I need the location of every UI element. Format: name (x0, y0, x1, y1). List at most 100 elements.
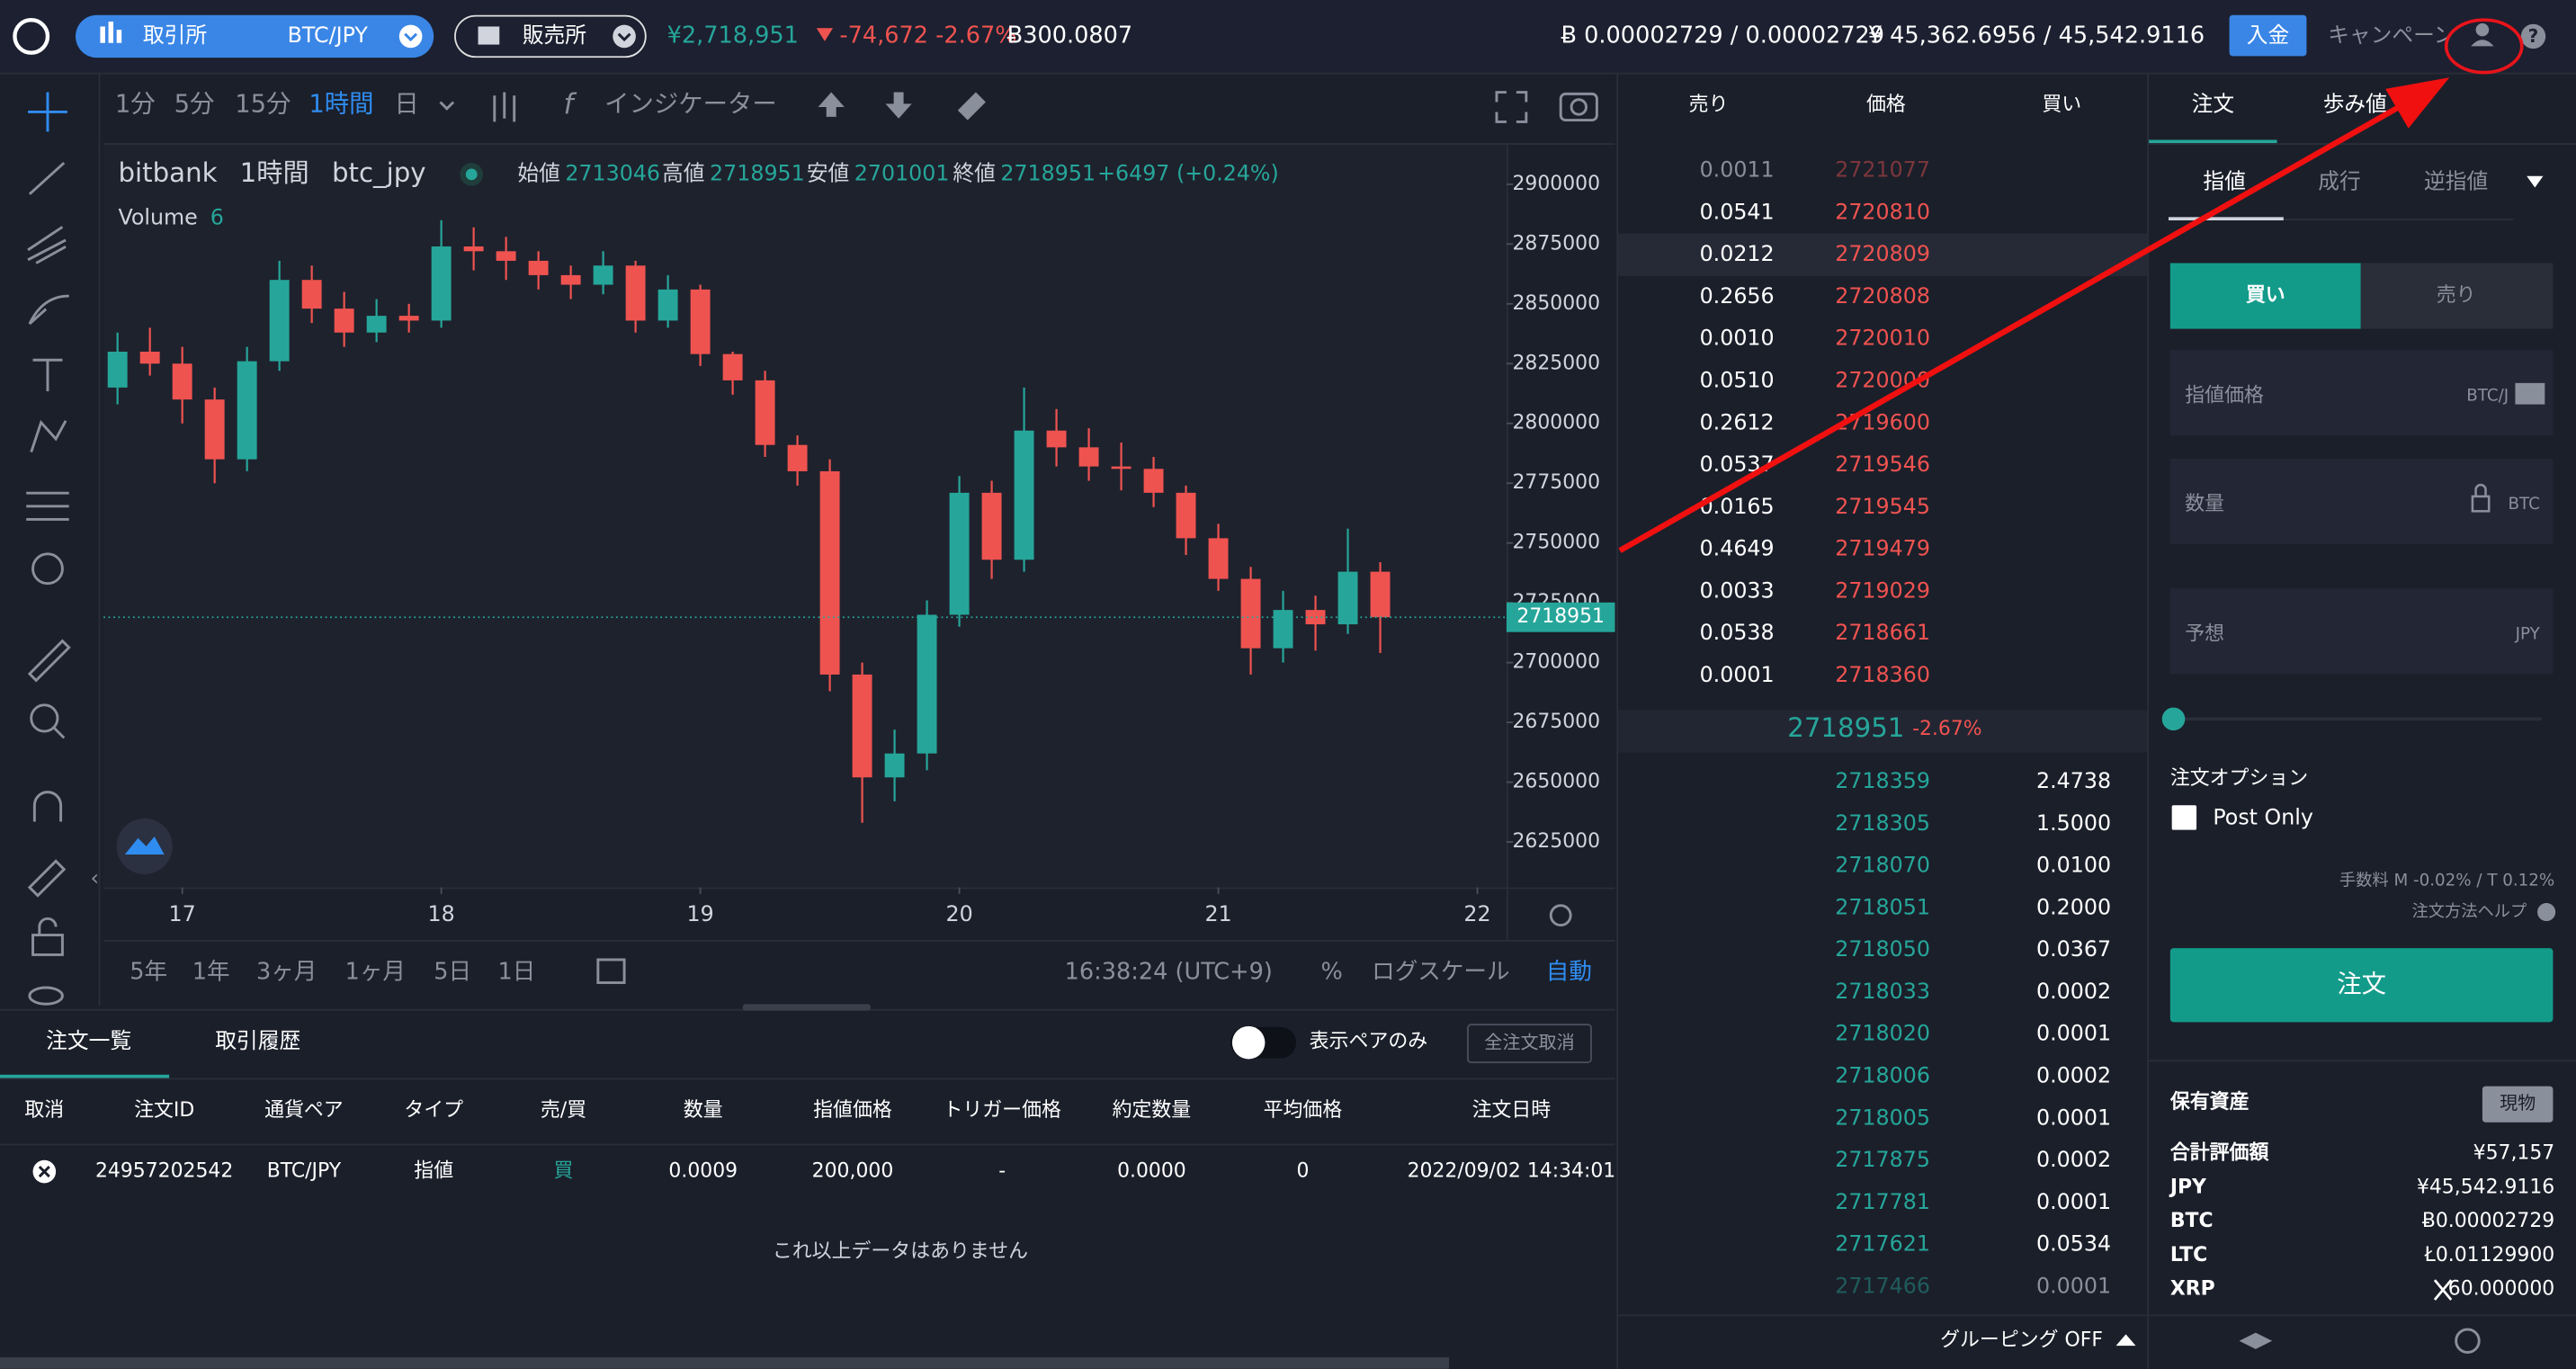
bid-price[interactable]: 2718305 (1835, 810, 1930, 836)
buy-label[interactable]: 買い (2246, 284, 2285, 307)
bid-price[interactable]: 2718006 (1835, 1062, 1930, 1087)
ask-price[interactable]: 2718360 (1835, 662, 1930, 687)
date-picker[interactable] (596, 958, 626, 984)
stop-tab[interactable]: 逆指値 (2424, 168, 2488, 193)
store-switch[interactable] (454, 14, 647, 58)
emoji-tool[interactable] (31, 552, 64, 586)
crosshair-tool[interactable] (28, 92, 67, 132)
logo[interactable] (13, 17, 50, 55)
dropdown[interactable] (398, 24, 423, 49)
bid-price[interactable]: 2718051 (1835, 894, 1930, 919)
interval-dropdown[interactable] (439, 101, 455, 111)
buy-button[interactable] (2169, 263, 2361, 329)
range-button[interactable]: 3ヶ月 (256, 959, 317, 986)
bid-price[interactable]: 2718070 (1835, 853, 1930, 878)
interval-button[interactable]: 1時間 (309, 91, 373, 119)
bid-price[interactable]: 2717875 (1835, 1147, 1930, 1172)
pattern-tool[interactable] (30, 419, 67, 453)
percent-toggle[interactable]: % (1321, 959, 1343, 986)
toggle-knob[interactable] (1231, 1025, 1266, 1060)
ask-price[interactable]: 2720809 (1835, 241, 1930, 266)
interval-button[interactable]: 1分 (115, 91, 156, 119)
ask-price[interactable]: 2719029 (1835, 577, 1930, 603)
range-button[interactable]: 5日 (434, 959, 471, 986)
magnet-tool[interactable] (32, 791, 63, 822)
history-tab[interactable]: 取引履歴 (215, 1028, 300, 1053)
bid-price[interactable]: 2717466 (1835, 1273, 1930, 1298)
lock-icon[interactable] (2471, 495, 2491, 513)
fib-tool[interactable] (27, 226, 67, 264)
post-only-label[interactable]: Post Only (2213, 804, 2313, 829)
assets-badge[interactable] (2482, 1086, 2554, 1123)
download-button[interactable] (885, 92, 912, 124)
auto-toggle[interactable]: 自動 (1546, 959, 1592, 986)
cancel-order[interactable] (38, 1166, 50, 1178)
collapse[interactable]: ‹ (90, 865, 99, 890)
range-button[interactable]: 1日 (497, 959, 535, 986)
ask-price[interactable]: 2720010 (1835, 326, 1930, 351)
help-icon[interactable] (2520, 23, 2546, 49)
scrollbar[interactable] (0, 1356, 1449, 1369)
order-tab[interactable]: 注文 (2192, 92, 2234, 117)
help-icon[interactable] (2537, 902, 2556, 922)
ask-price[interactable]: 2720808 (1835, 283, 1930, 309)
chart-type-button[interactable] (493, 92, 516, 122)
grouping-toggle[interactable]: グルーピング OFF (1940, 1329, 2103, 1352)
grouping-arrow[interactable] (2115, 1334, 2136, 1347)
limit-tab[interactable]: 指値 (2203, 168, 2245, 193)
zoom-tool[interactable] (30, 703, 59, 733)
screenshot-button[interactable] (1570, 98, 1588, 116)
indicator-button[interactable]: インジケーター (604, 91, 777, 119)
user-icon[interactable] (2475, 22, 2490, 37)
bid-price[interactable]: 2717781 (1835, 1189, 1930, 1214)
interval-button[interactable]: 5分 (174, 91, 215, 119)
calculator-icon[interactable] (2515, 382, 2545, 405)
interval-button[interactable]: 15分 (235, 91, 291, 119)
lock-tool[interactable] (31, 934, 64, 956)
trend-line-tool[interactable] (28, 161, 66, 195)
ask-price[interactable]: 2720810 (1835, 199, 1930, 224)
lock-tool[interactable] (38, 917, 58, 935)
interval-button[interactable]: 日 (394, 91, 418, 119)
bid-price[interactable]: 2718359 (1835, 768, 1930, 793)
resize-handle[interactable] (742, 1004, 872, 1011)
submit-label[interactable]: 注文 (2337, 971, 2386, 998)
eraser-button[interactable] (957, 92, 986, 122)
help-link[interactable]: 注文方法ヘルプ (2411, 902, 2527, 921)
slider-knob[interactable] (2161, 707, 2186, 731)
campaign-link[interactable]: キャンペーン (2328, 22, 2455, 48)
input-field[interactable] (2169, 588, 2554, 675)
store-tab[interactable]: 販売所 (523, 22, 586, 48)
visibility-tool[interactable] (28, 986, 64, 1006)
ask-price[interactable]: 2719546 (1835, 452, 1930, 477)
exchange-tab[interactable]: 取引所 (143, 22, 207, 48)
deposit-button[interactable] (2229, 14, 2307, 57)
exchange-switch[interactable] (76, 14, 434, 58)
post-only-checkbox[interactable] (2171, 805, 2197, 830)
log-toggle[interactable]: ログスケール (1372, 959, 1509, 986)
type-dropdown[interactable] (2527, 175, 2544, 188)
bid-price[interactable]: 2718005 (1835, 1105, 1930, 1130)
language-icon[interactable] (2455, 1328, 2481, 1354)
screenshot-button[interactable] (1559, 92, 1598, 122)
zoom-tool[interactable] (53, 727, 66, 739)
text-tool[interactable] (32, 358, 63, 391)
cancel-all-button[interactable] (1467, 1024, 1592, 1064)
bid-price[interactable]: 2718020 (1835, 1021, 1930, 1046)
ask-price[interactable]: 2721077 (1835, 157, 1930, 183)
user-icon[interactable] (2471, 40, 2494, 47)
orders-tab[interactable]: 注文一覧 (46, 1028, 131, 1053)
assets-badge-label[interactable]: 現物 (2500, 1092, 2536, 1114)
trades-tab[interactable]: 歩み値 (2323, 92, 2387, 117)
bid-price[interactable]: 2717621 (1835, 1231, 1930, 1257)
sell-button[interactable] (2360, 263, 2554, 329)
bid-price[interactable]: 2718050 (1835, 936, 1930, 962)
settings-button[interactable] (1549, 904, 1572, 927)
range-button[interactable]: 5年 (130, 959, 167, 986)
fullscreen-button[interactable] (1495, 91, 1528, 123)
ask-price[interactable]: 2719545 (1835, 494, 1930, 519)
input-field[interactable] (2169, 458, 2554, 544)
forecast-tool[interactable] (26, 491, 69, 521)
deposit-label[interactable]: 入金 (2247, 22, 2289, 48)
measure-tool[interactable] (27, 639, 71, 683)
